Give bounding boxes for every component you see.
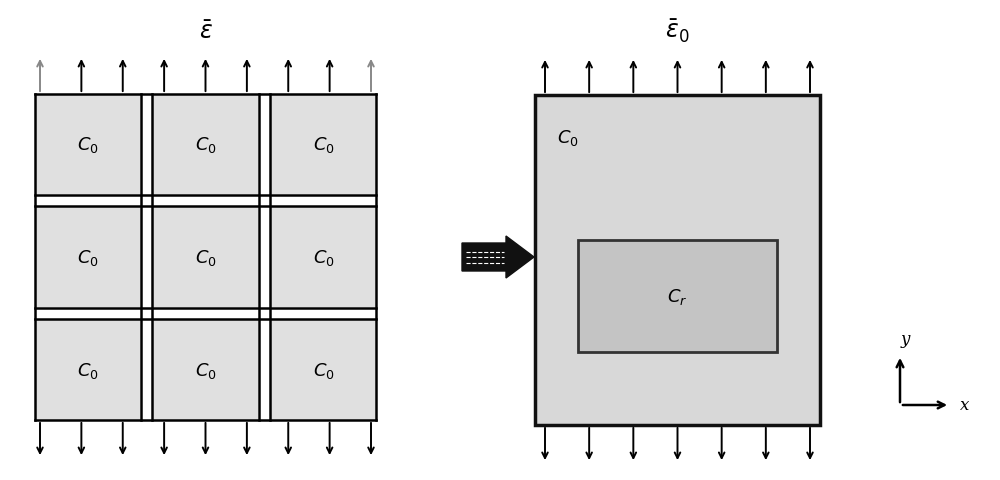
Bar [578, 240, 777, 353]
Text: y: y [900, 330, 910, 347]
Text: $C_0$: $C_0$ [313, 360, 334, 380]
Bar [271, 95, 376, 194]
Bar [153, 320, 258, 420]
Bar [153, 95, 258, 194]
Text: $\bar{\varepsilon}_0$: $\bar{\varepsilon}_0$ [665, 18, 690, 45]
Text: $C_0$: $C_0$ [195, 248, 216, 267]
Bar [271, 207, 376, 307]
Text: $C_r$: $C_r$ [667, 287, 688, 307]
Text: x: x [960, 396, 969, 414]
Bar [535, 96, 820, 425]
Text: $C_0$: $C_0$ [77, 248, 98, 267]
Bar [35, 207, 140, 307]
FancyArrow shape [462, 237, 534, 278]
Text: $C_0$: $C_0$ [195, 135, 216, 155]
Bar [271, 320, 376, 420]
Bar [35, 95, 140, 194]
Text: $C_0$: $C_0$ [313, 248, 334, 267]
Bar [35, 320, 140, 420]
Text: $C_0$: $C_0$ [77, 360, 98, 380]
Text: $C_0$: $C_0$ [195, 360, 216, 380]
Text: $\bar{\varepsilon}$: $\bar{\varepsilon}$ [199, 21, 212, 44]
Bar [153, 207, 258, 307]
Text: $C_0$: $C_0$ [557, 128, 579, 148]
Text: $C_0$: $C_0$ [313, 135, 334, 155]
Text: $C_0$: $C_0$ [77, 135, 98, 155]
